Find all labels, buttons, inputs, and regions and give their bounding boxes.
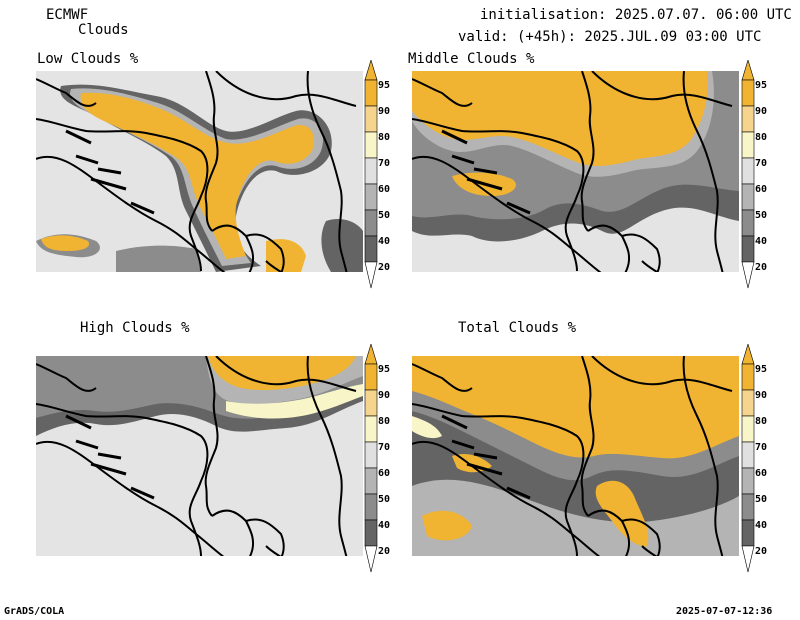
cbar-label: 40 [755,236,768,247]
cbar-label: 20 [755,546,768,557]
cbar-label: 60 [378,468,391,479]
cbar-label: 60 [755,184,768,195]
cbar-label: 20 [755,262,768,273]
colorbar-middle: 95 90 80 70 60 50 40 20 [741,58,781,290]
cbar-label: 70 [378,158,391,169]
panel-title-middle: Middle Clouds % [408,51,535,67]
cbar-label: 60 [755,468,768,479]
cbar-label: 90 [378,390,391,401]
cbar-label: 90 [755,390,768,401]
cbar-label: 20 [378,546,391,557]
cbar-label: 40 [378,236,391,247]
footer-credit: GrADS/COLA [4,606,65,617]
footer-timestamp: 2025-07-07-12:36 [676,606,773,617]
product-name: Clouds [78,22,129,38]
cbar-label: 95 [378,364,391,375]
cbar-label: 60 [378,184,391,195]
cbar-label: 40 [755,520,768,531]
init-time: initialisation: 2025.07.07. 06:00 UTC [480,7,792,23]
map-middle-clouds [412,71,739,272]
cbar-label: 50 [378,210,391,221]
cbar-label: 80 [378,416,391,427]
cbar-label: 70 [378,442,391,453]
cbar-label: 80 [378,132,391,143]
cbar-label: 80 [755,132,768,143]
cbar-label: 80 [755,416,768,427]
panel-title-low: Low Clouds % [37,51,139,67]
cbar-label: 95 [378,80,391,91]
cbar-label: 95 [755,364,768,375]
model-name: ECMWF [46,7,89,23]
map-total-clouds [412,356,739,556]
map-low-clouds [36,71,363,272]
cbar-label: 20 [378,262,391,273]
cbar-label: 70 [755,158,768,169]
colorbar-low: 95 90 80 70 60 50 40 20 [364,58,404,290]
colorbar-high: 95 90 80 70 60 50 40 20 [364,342,404,574]
map-high-clouds [36,356,363,556]
cbar-label: 50 [755,210,768,221]
cbar-label: 40 [378,520,391,531]
cbar-label: 50 [378,494,391,505]
cbar-label: 95 [755,80,768,91]
cbar-label: 70 [755,442,768,453]
cbar-label: 90 [378,106,391,117]
cbar-label: 90 [755,106,768,117]
valid-time: valid: (+45h): 2025.JUL.09 03:00 UTC [458,29,762,45]
colorbar-total: 95 90 80 70 60 50 40 20 [741,342,781,574]
cbar-label: 50 [755,494,768,505]
panel-title-high: High Clouds % [80,320,190,336]
panel-title-total: Total Clouds % [458,320,577,336]
